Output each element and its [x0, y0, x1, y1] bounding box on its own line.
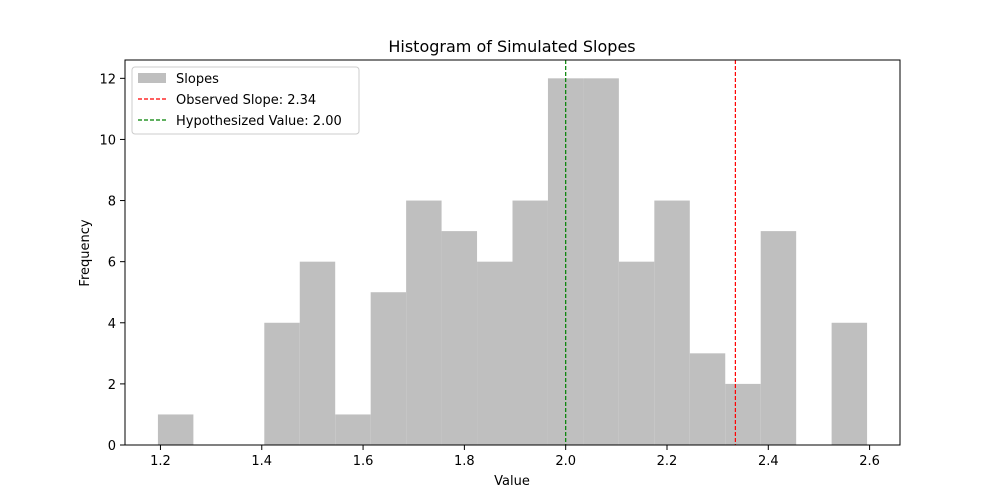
histogram-bar [441, 231, 478, 445]
x-tick-label: 1.2 [150, 454, 171, 469]
legend-box [131, 66, 360, 135]
x-tick-label: 1.8 [454, 454, 475, 469]
x-tick-label: 1.6 [353, 454, 374, 469]
histogram-bar [512, 200, 548, 445]
x-tick-label: 2.4 [758, 454, 779, 469]
y-tick-label: 10 [99, 133, 116, 148]
histogram-bar [477, 261, 513, 445]
chart-title: Histogram of Simulated Slopes [388, 37, 635, 56]
reference-lines-layer [565, 60, 736, 445]
y-tick-label: 0 [108, 439, 116, 454]
legend-swatch-slopes [138, 73, 166, 83]
y-tick-label: 4 [108, 317, 116, 332]
histogram-bar [831, 322, 868, 445]
histogram-bar [654, 200, 690, 445]
histogram-bar [618, 261, 655, 445]
histogram-bar [725, 383, 761, 445]
histogram-bar [157, 414, 194, 445]
legend-label-observed-slope: Observed Slope: 2.34 [176, 93, 316, 108]
y-tick-label: 8 [108, 195, 116, 210]
x-tick-label: 2.2 [657, 454, 678, 469]
legend-label-slopes: Slopes [176, 72, 219, 87]
x-tick-label: 1.4 [251, 454, 272, 469]
legend-label-hypothesized-value: Hypothesized Value: 2.00 [176, 114, 342, 129]
plot-frame [124, 59, 901, 446]
bars-layer [157, 78, 868, 445]
histogram-bar [299, 261, 336, 445]
x-tick-label: 2.0 [555, 454, 576, 469]
histogram-bar [583, 78, 619, 445]
y-tick-label: 6 [108, 256, 116, 271]
x-tick-label: 2.6 [859, 454, 880, 469]
y-axis-ticks: 0 2 4 6 8 10 12 [99, 72, 125, 454]
y-tick-label: 2 [108, 378, 116, 393]
histogram-bar [370, 292, 407, 445]
legend: Slopes Observed Slope: 2.34 Hypothesized… [131, 66, 360, 135]
histogram-bar [264, 322, 300, 445]
histogram-bar [760, 231, 797, 445]
histogram-bar [689, 353, 726, 445]
histogram-bar [406, 200, 442, 445]
y-tick-label: 12 [99, 72, 116, 87]
histogram-bar [335, 414, 371, 445]
x-axis-ticks: 1.2 1.4 1.6 1.8 2.0 2.2 2.4 2.6 [150, 445, 880, 469]
y-axis-label: Frequency [78, 219, 93, 286]
x-axis-label: Value [494, 474, 530, 489]
